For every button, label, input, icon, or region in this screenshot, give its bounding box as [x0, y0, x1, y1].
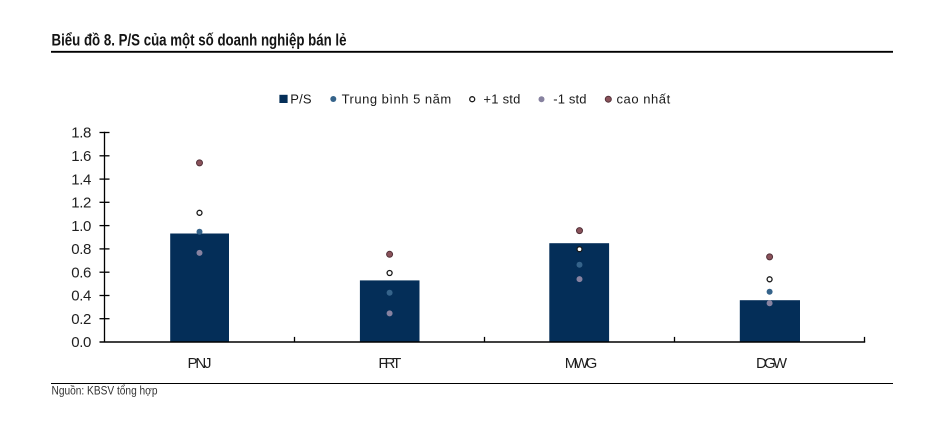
- svg-text:0.8: 0.8: [71, 241, 91, 258]
- svg-text:PNJ: PNJ: [187, 355, 211, 372]
- svg-text:1.0: 1.0: [71, 218, 91, 235]
- svg-text:DGW: DGW: [756, 355, 788, 372]
- svg-text:+1 std: +1 std: [483, 91, 520, 106]
- svg-text:Biểu đồ 8. P/S của một số doan: Biểu đồ 8. P/S của một số doanh nghiệp b…: [52, 30, 347, 49]
- svg-text:P/S: P/S: [290, 91, 312, 106]
- svg-text:1.4: 1.4: [71, 171, 91, 188]
- svg-text:1.6: 1.6: [71, 148, 91, 165]
- svg-text:FRT: FRT: [378, 355, 401, 372]
- svg-text:cao nhất: cao nhất: [617, 91, 671, 106]
- svg-text:1.2: 1.2: [71, 195, 91, 212]
- svg-text:0.0: 0.0: [71, 334, 91, 351]
- svg-text:0.2: 0.2: [71, 311, 91, 328]
- svg-text:-1 std: -1 std: [553, 91, 586, 106]
- svg-text:MWG: MWG: [565, 355, 598, 372]
- svg-text:Nguồn: KBSV tổng hợp: Nguồn: KBSV tổng hợp: [52, 385, 158, 397]
- svg-text:1.8: 1.8: [71, 125, 91, 142]
- svg-text:Trung bình 5 năm: Trung bình 5 năm: [342, 91, 452, 106]
- svg-text:0.4: 0.4: [71, 288, 91, 305]
- svg-text:0.6: 0.6: [71, 264, 91, 281]
